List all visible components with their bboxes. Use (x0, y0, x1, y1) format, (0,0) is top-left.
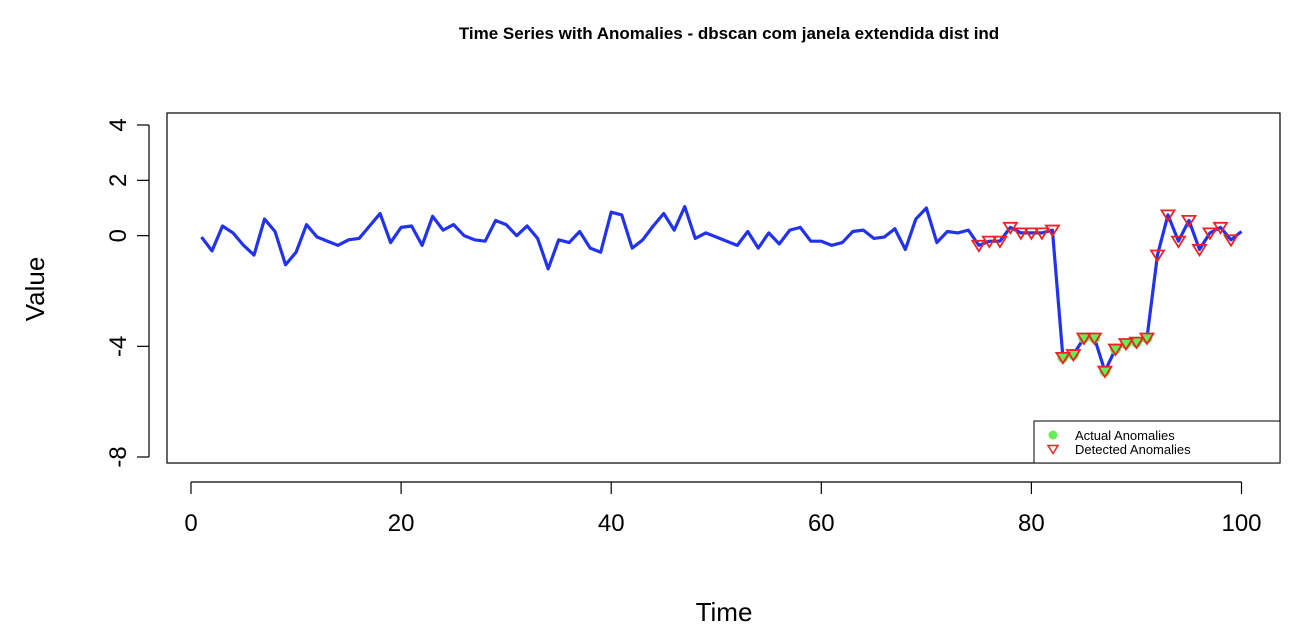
detected-anomaly-point (1065, 349, 1082, 363)
detected-anomaly-point (1012, 227, 1030, 241)
x-axis: 0 20 40 60 80 100 (184, 481, 1262, 537)
detected-anomaly-point (1054, 351, 1072, 365)
x-axis-label: Time (696, 597, 753, 627)
x-tick-label: 60 (808, 510, 835, 537)
detected-anomaly-point (1170, 235, 1187, 249)
legend-box (1033, 420, 1281, 464)
x-tick-label: 80 (1018, 510, 1045, 537)
detected-anomaly-point (1180, 214, 1198, 228)
detected-anomaly-point (1033, 227, 1051, 241)
plot-frame (166, 112, 1281, 464)
y-tick-label: -8 (105, 446, 132, 467)
detected-anomaly-point (1086, 332, 1103, 346)
y-axis: -8 -4 0 2 4 (105, 118, 150, 468)
x-tick-label: 0 (184, 510, 197, 537)
detected-anomaly-point (1107, 343, 1124, 357)
y-tick-label: -4 (105, 336, 132, 357)
detected-anomaly-point (1075, 332, 1093, 346)
detected-anomaly-point (1159, 209, 1177, 223)
x-tick-label: 40 (598, 510, 625, 537)
legend-detected-label: Detected Anomalies (1075, 442, 1191, 457)
x-tick-label: 100 (1221, 510, 1261, 537)
y-tick-label: 0 (105, 229, 132, 242)
detected-anomaly-point (1117, 338, 1135, 352)
x-tick-label: 20 (388, 510, 415, 537)
y-tick-label: 2 (105, 174, 132, 187)
y-axis-label: Value (20, 257, 50, 322)
detected-anomaly-point (970, 239, 987, 253)
detected-anomaly-point (1044, 224, 1061, 238)
detected-anomaly-point (981, 235, 998, 249)
detected-anomaly-point (1191, 244, 1208, 258)
detected-anomaly-point (1138, 332, 1156, 346)
detected-anomaly-point (1149, 249, 1166, 263)
detected-anomaly-point (1212, 221, 1229, 235)
y-tick-label: 4 (105, 118, 132, 131)
legend-detected-marker (1046, 444, 1060, 455)
chart-title: Time Series with Anomalies - dbscan com … (459, 24, 999, 43)
detected-anomaly-point (1096, 365, 1114, 379)
detected-anomaly-point (1222, 234, 1240, 248)
detected-anomaly-point (1201, 227, 1219, 241)
detected-anomaly-point (1023, 227, 1040, 241)
detected-anomaly-point (991, 235, 1009, 249)
series-line (200, 205, 1243, 373)
detected-anomaly-point (1128, 336, 1145, 350)
plot-content (200, 205, 1243, 379)
legend-actual-label: Actual Anomalies (1075, 428, 1175, 443)
legend-actual-marker (1048, 430, 1058, 440)
